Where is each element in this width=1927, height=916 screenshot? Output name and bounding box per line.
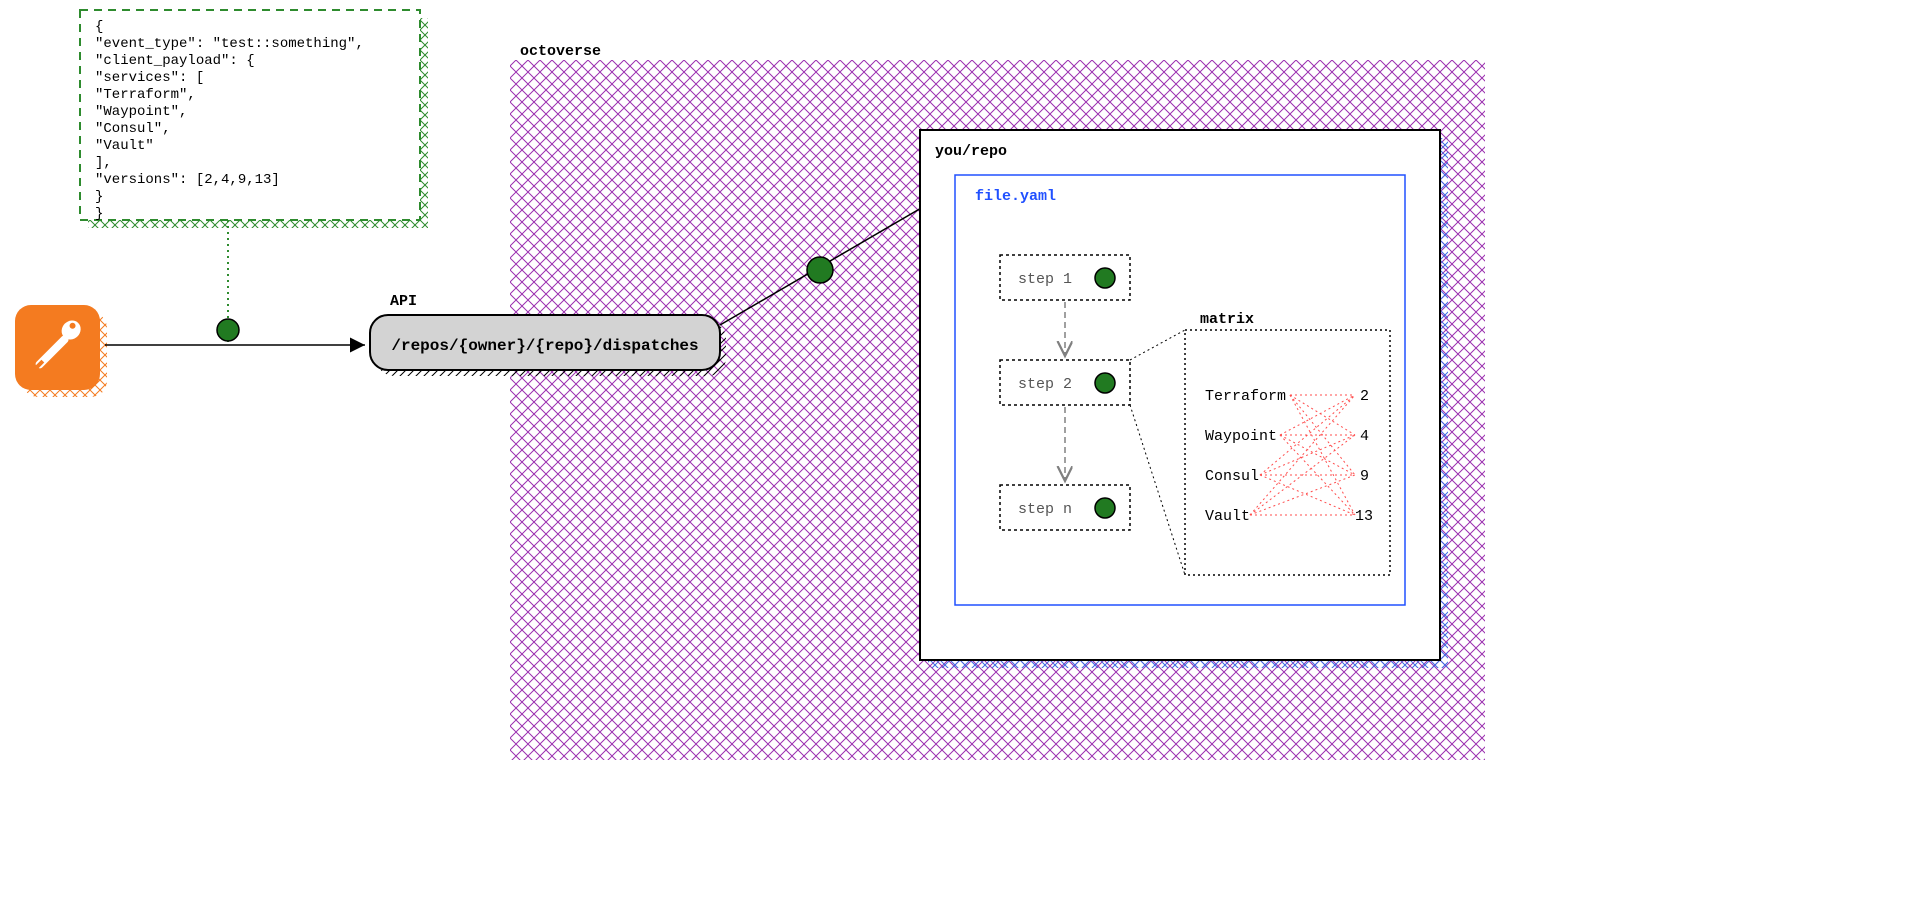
payload-line: "Vault" <box>95 138 154 154</box>
postman-icon <box>15 305 107 397</box>
payload-line: "services": [ <box>95 70 204 86</box>
matrix-version: 4 <box>1360 428 1369 445</box>
payload-line: } <box>95 189 103 205</box>
payload-line: "event_type": "test::something", <box>95 36 364 52</box>
step-2: step 2 <box>1000 360 1130 405</box>
step-dot-icon <box>1095 373 1115 393</box>
matrix-service: Terraform <box>1205 388 1286 405</box>
payload-line: "client_payload": { <box>95 53 255 69</box>
step-label: step 2 <box>1018 376 1072 393</box>
matrix-box: matrix Terraform Waypoint Consul Vault <box>1185 311 1390 575</box>
payload-line: "Waypoint", <box>95 104 187 120</box>
matrix-service: Consul <box>1205 468 1259 485</box>
payload-box: { "event_type": "test::something", "clie… <box>80 10 428 228</box>
matrix-version: 9 <box>1360 468 1369 485</box>
step-label: step 1 <box>1018 271 1072 288</box>
step-n: step n <box>1000 485 1130 530</box>
payload-line: "Terraform", <box>95 87 196 103</box>
file-label: file.yaml <box>975 188 1056 205</box>
payload-line: "versions": [2,4,9,13] <box>95 172 280 188</box>
step-label: step n <box>1018 501 1072 518</box>
payload-line: ], <box>95 155 112 171</box>
green-dot-right <box>807 257 833 283</box>
matrix-service: Waypoint <box>1205 428 1277 445</box>
matrix-version: 13 <box>1355 508 1373 525</box>
payload-line: } <box>95 206 103 222</box>
step-dot-icon <box>1095 498 1115 518</box>
matrix-service: Vault <box>1205 508 1250 525</box>
step-dot-icon <box>1095 268 1115 288</box>
payload-line: { <box>95 19 103 35</box>
green-dot-left <box>217 319 239 341</box>
matrix-version: 2 <box>1360 388 1369 405</box>
repo-label: you/repo <box>935 143 1007 160</box>
step-1: step 1 <box>1000 255 1130 300</box>
octoverse-label: octoverse <box>520 43 601 60</box>
payload-line: "Consul", <box>95 121 171 137</box>
matrix-label: matrix <box>1200 311 1254 328</box>
api-label: API <box>390 293 417 310</box>
api-endpoint: /repos/{owner}/{repo}/dispatches <box>391 337 698 355</box>
